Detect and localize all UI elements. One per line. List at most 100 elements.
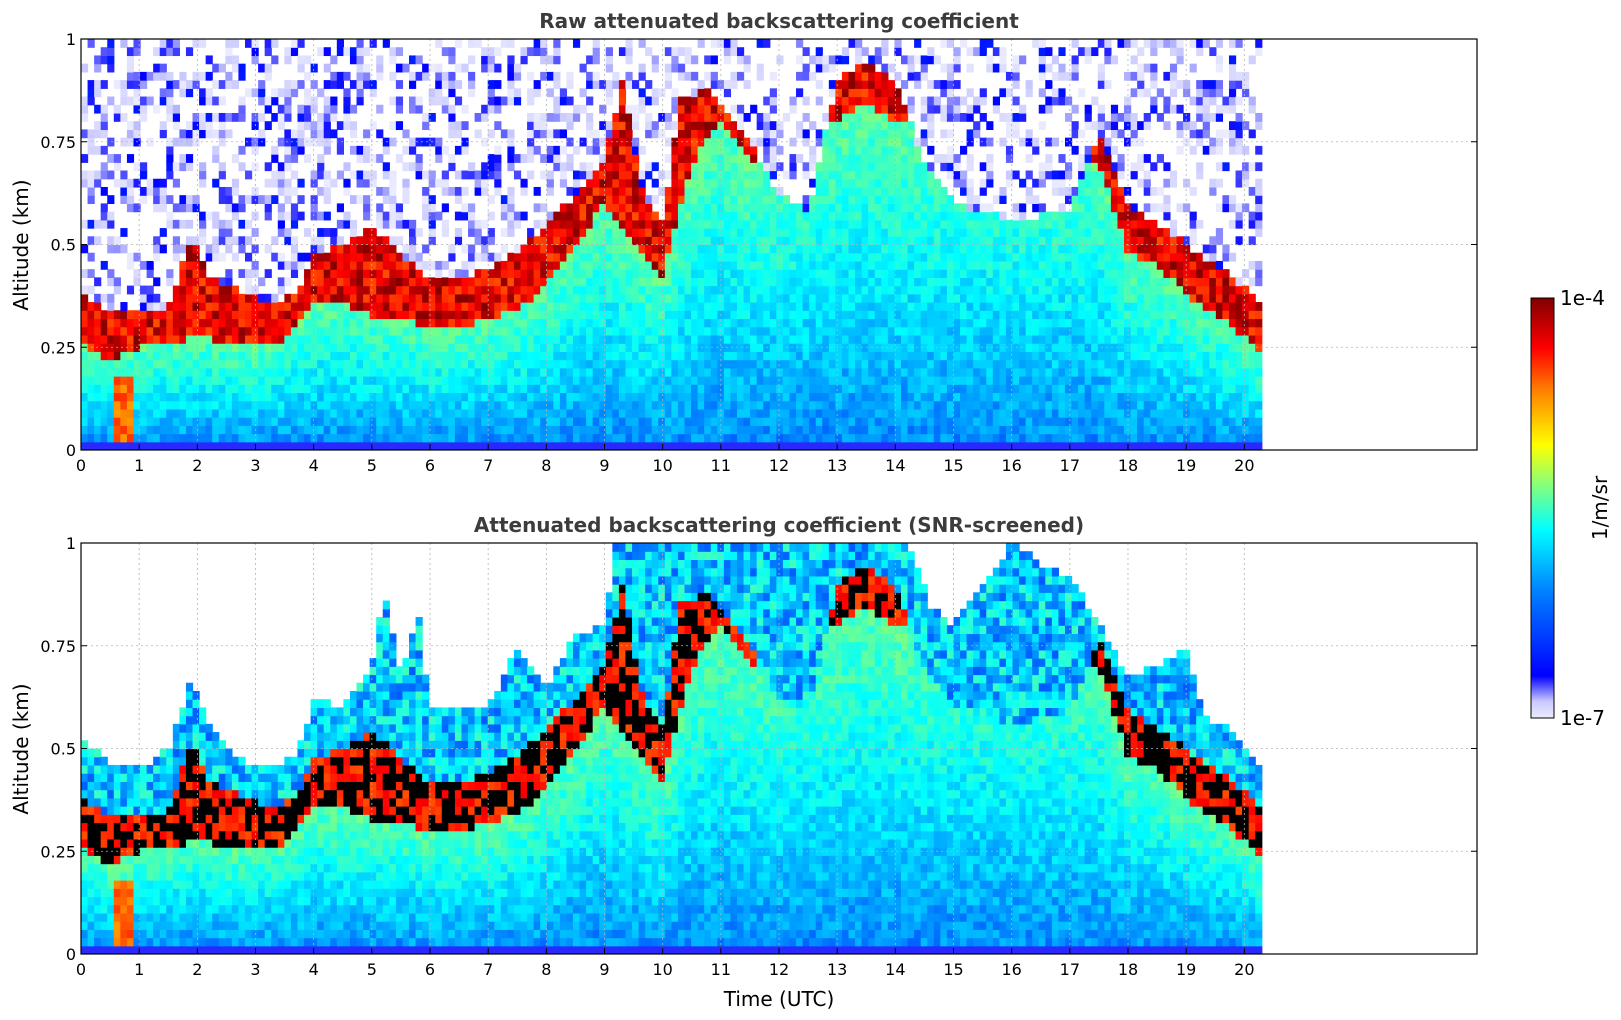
heatmap-cell	[927, 195, 935, 204]
heatmap-cell	[815, 293, 823, 303]
heatmap-cell	[887, 400, 896, 410]
heatmap-cell	[750, 417, 758, 426]
heatmap-cell	[382, 425, 390, 435]
heatmap-cell	[441, 310, 449, 320]
heatmap-cell	[166, 211, 174, 221]
heatmap-cell	[461, 310, 469, 320]
heatmap-cell	[632, 145, 640, 155]
heatmap-cell	[310, 178, 318, 188]
heatmap-cell	[146, 71, 154, 81]
heatmap-cell	[750, 137, 758, 147]
heatmap-cell	[841, 400, 850, 410]
heatmap-cell	[199, 392, 207, 402]
heatmap-cell	[900, 178, 909, 188]
heatmap-cell	[546, 228, 554, 237]
heatmap-cell	[126, 384, 135, 394]
heatmap-cell	[920, 326, 928, 336]
heatmap-cell	[284, 104, 292, 114]
heatmap-cell	[297, 145, 305, 155]
heatmap-cell	[736, 186, 745, 196]
heatmap-cell	[264, 376, 272, 385]
heatmap-cell	[179, 367, 187, 377]
heatmap-cell	[769, 425, 777, 435]
heatmap-cell	[671, 425, 679, 435]
heatmap-cell	[205, 392, 213, 402]
heatmap-cell	[815, 129, 823, 139]
heatmap-cell	[677, 376, 686, 385]
heatmap-cell	[736, 236, 745, 246]
heatmap-cell	[349, 228, 358, 237]
heatmap-cell	[336, 343, 344, 352]
heatmap-cell	[382, 441, 390, 450]
heatmap-cell	[441, 392, 449, 402]
heatmap-cell	[756, 186, 764, 196]
heatmap-cell	[828, 228, 836, 237]
heatmap-cell	[710, 269, 718, 278]
heatmap-cell	[920, 367, 928, 377]
heatmap-cell	[179, 260, 187, 270]
heatmap-cell	[212, 154, 220, 163]
heatmap-cell	[166, 310, 174, 320]
heatmap-cell	[586, 195, 594, 204]
heatmap-cell	[520, 400, 528, 410]
heatmap-cell	[290, 260, 299, 270]
heatmap-cell	[612, 186, 620, 196]
heatmap-cell	[566, 228, 574, 237]
heatmap-cell	[868, 236, 876, 246]
heatmap-cell	[540, 112, 548, 122]
heatmap-cell	[533, 376, 541, 385]
heatmap-cell	[251, 244, 259, 254]
heatmap-cell	[172, 425, 180, 435]
heatmap-cell	[743, 260, 751, 270]
heatmap-cell	[835, 277, 843, 287]
heatmap-cell	[238, 326, 246, 336]
heatmap-cell	[94, 236, 102, 246]
heatmap-cell	[153, 359, 161, 369]
heatmap-cell	[133, 129, 141, 139]
heatmap-cell	[782, 334, 791, 344]
heatmap-cell	[461, 384, 469, 394]
heatmap-cell	[507, 186, 515, 196]
heatmap-cell	[927, 244, 935, 254]
heatmap-cell	[769, 277, 777, 287]
heatmap-cell	[697, 80, 705, 89]
heatmap-cell	[343, 285, 351, 295]
heatmap-cell	[356, 236, 364, 246]
heatmap-cell	[159, 334, 167, 344]
heatmap-cell	[409, 252, 417, 262]
heatmap-cell	[527, 154, 535, 163]
heatmap-cell	[914, 285, 922, 295]
heatmap-cell	[153, 195, 161, 204]
heatmap-cell	[441, 408, 449, 418]
heatmap-cell	[677, 236, 686, 246]
heatmap-cell	[474, 186, 482, 196]
heatmap-cell	[658, 408, 666, 418]
heatmap-cell	[330, 392, 338, 402]
heatmap-cell	[612, 71, 620, 81]
heatmap-cell	[796, 351, 804, 361]
heatmap-cell	[553, 359, 561, 369]
heatmap-cell	[330, 351, 338, 361]
heatmap-cell	[100, 55, 108, 65]
heatmap-cell	[828, 310, 836, 320]
heatmap-cell	[586, 400, 594, 410]
heatmap-cell	[159, 367, 167, 377]
heatmap-cell	[435, 277, 443, 287]
heatmap-cell	[677, 400, 686, 410]
heatmap-cell	[179, 293, 187, 303]
heatmap-cell	[605, 376, 613, 385]
heatmap-cell	[113, 400, 121, 410]
heatmap-cell	[290, 326, 299, 336]
heatmap-cell	[304, 71, 312, 81]
heatmap-cell	[100, 112, 108, 122]
heatmap-cell	[828, 170, 836, 180]
heatmap-cell	[238, 203, 246, 213]
heatmap-cell	[907, 310, 915, 320]
heatmap-cell	[540, 384, 548, 394]
heatmap-cell	[559, 351, 568, 361]
heatmap-cell	[153, 236, 161, 246]
heatmap-cell	[454, 384, 463, 394]
heatmap-cell	[218, 252, 226, 262]
heatmap-cell	[422, 351, 430, 361]
heatmap-cell	[855, 318, 863, 328]
